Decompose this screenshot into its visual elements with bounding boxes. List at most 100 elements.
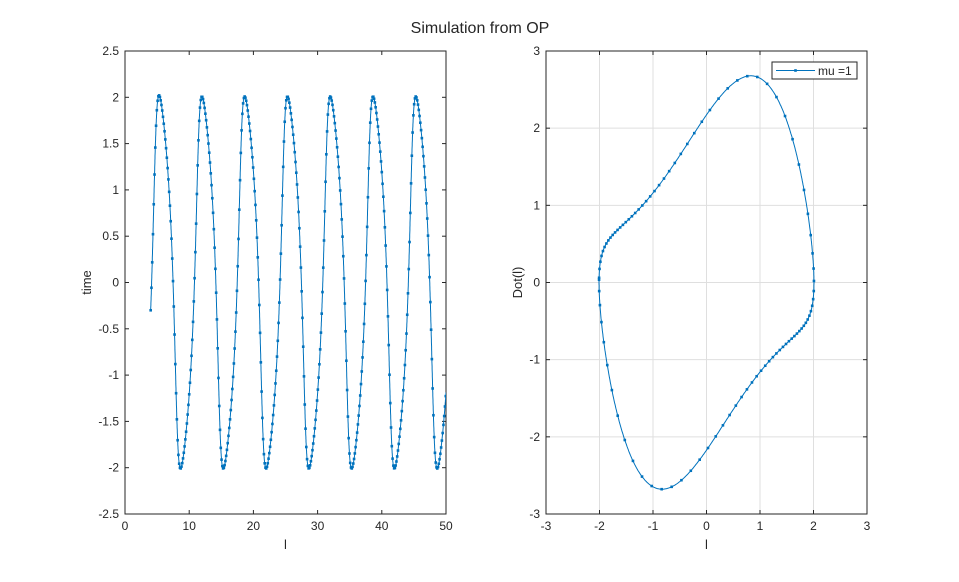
data-point [335, 145, 339, 149]
x-tick-label: 40 [375, 519, 389, 533]
data-point [310, 454, 313, 458]
y-tick-label: 3 [533, 44, 540, 58]
data-point [370, 99, 374, 102]
data-point [398, 435, 401, 438]
data-point [327, 102, 330, 106]
data-point [364, 279, 367, 283]
data-point [726, 87, 730, 90]
data-point [335, 137, 338, 140]
data-point [409, 211, 412, 215]
x-tick-label: 3 [864, 519, 871, 533]
data-point [365, 253, 368, 257]
data-point [306, 464, 310, 468]
data-point [375, 111, 378, 115]
data-point [278, 301, 281, 304]
data-point [271, 422, 274, 426]
data-point [423, 176, 427, 179]
data-point [331, 103, 334, 107]
data-point [444, 394, 446, 398]
data-point [157, 94, 161, 97]
data-point [209, 172, 213, 175]
data-point [442, 414, 446, 418]
data-point [601, 249, 605, 253]
data-point [264, 467, 268, 470]
data-point [258, 331, 262, 335]
data-point [802, 188, 806, 192]
data-point [386, 315, 390, 318]
data-point [745, 388, 749, 391]
data-point [162, 122, 166, 126]
data-point [441, 431, 444, 435]
data-point [322, 239, 326, 242]
data-point [316, 388, 320, 391]
data-point [167, 178, 170, 181]
data-point [413, 97, 417, 100]
data-point [288, 106, 292, 109]
y-tick-label: 0 [112, 276, 119, 290]
data-point [300, 290, 303, 293]
data-point [616, 228, 619, 232]
data-point [429, 328, 433, 331]
data-point [401, 399, 404, 403]
data-point [600, 254, 603, 258]
data-point [196, 164, 199, 167]
data-point [437, 462, 441, 466]
data-point [624, 220, 628, 224]
plot-area [125, 51, 446, 514]
data-point [602, 340, 606, 344]
data-point [781, 345, 785, 349]
data-point [160, 103, 163, 107]
y-axis-label: time [79, 270, 94, 295]
data-point [211, 196, 214, 200]
data-point [783, 114, 787, 118]
data-point [412, 102, 416, 106]
data-point [708, 108, 712, 112]
data-point [193, 276, 196, 280]
data-point [248, 129, 252, 133]
data-point [342, 277, 346, 280]
data-point [289, 112, 293, 115]
data-point [759, 369, 763, 373]
data-point [399, 419, 403, 422]
data-point [430, 357, 434, 361]
data-point [224, 454, 228, 458]
data-point [150, 261, 154, 264]
data-point [301, 345, 305, 348]
data-point [425, 217, 429, 220]
data-point [372, 97, 376, 101]
axes-box [124, 50, 447, 515]
data-point [334, 129, 337, 132]
data-point [798, 329, 801, 333]
data-point [210, 183, 213, 187]
data-point [308, 464, 312, 467]
data-point [277, 321, 280, 325]
data-point [156, 99, 159, 103]
data-point [368, 141, 371, 145]
x-tick-label: 0 [122, 519, 129, 533]
data-point [308, 466, 311, 470]
data-point [395, 455, 399, 458]
data-point [740, 395, 743, 399]
data-point [787, 339, 791, 343]
x-tick-label: 50 [439, 519, 453, 533]
data-point [802, 324, 806, 328]
data-point [409, 182, 413, 185]
data-point [164, 138, 167, 141]
data-point [186, 413, 189, 416]
data-point [736, 79, 739, 82]
data-point [312, 434, 316, 438]
data-point [373, 101, 377, 104]
data-point [261, 416, 264, 420]
data-point [644, 199, 648, 203]
data-point [214, 291, 218, 295]
y-tick-label: -1 [108, 368, 119, 382]
legend[interactable]: mu =1 [771, 61, 858, 80]
data-point [231, 387, 234, 391]
data-point [426, 234, 430, 237]
data-point [613, 231, 617, 234]
data-point [292, 141, 296, 145]
data-point [258, 303, 261, 307]
data-point [261, 437, 265, 441]
data-point [197, 139, 200, 142]
data-point [609, 236, 612, 239]
